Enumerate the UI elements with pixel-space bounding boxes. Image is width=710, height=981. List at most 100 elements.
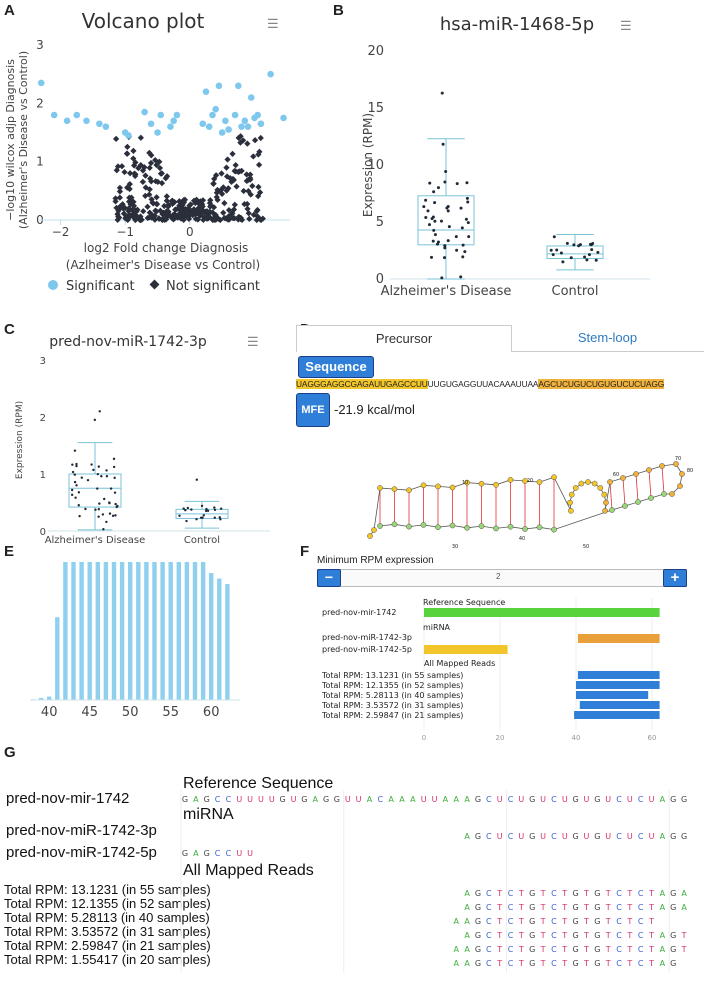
read-base: T <box>540 917 546 926</box>
mfe-button[interactable]: MFE <box>296 393 330 427</box>
not-significant-point <box>123 150 131 157</box>
box-point <box>202 514 205 517</box>
box-point <box>436 186 440 190</box>
read-base: C <box>638 945 644 954</box>
not-significant-point <box>116 188 124 195</box>
box-point <box>551 253 555 257</box>
legend-significant[interactable]: Significant <box>66 279 135 294</box>
f-row-3p: pred-nov-miR-1742-3p <box>322 633 412 642</box>
increase-button[interactable]: + <box>663 569 687 587</box>
ref-base: U <box>258 795 264 804</box>
nucleotide <box>677 483 683 489</box>
box-point <box>465 196 469 200</box>
mirna-3p-base: U <box>584 832 590 841</box>
nucleotide <box>578 480 585 487</box>
box-point <box>218 516 221 519</box>
length-bar <box>209 573 214 700</box>
sequence-button[interactable]: Sequence <box>298 356 374 378</box>
read-base: A <box>464 931 470 940</box>
read-base: C <box>551 959 557 968</box>
ref-base: U <box>518 795 524 804</box>
ref-base: G <box>594 795 600 804</box>
read-base: G <box>475 903 481 912</box>
mirna-3p-base: G <box>594 832 600 841</box>
not-significant-point <box>245 210 252 217</box>
box-point <box>443 180 447 184</box>
read-base: G <box>594 945 600 954</box>
length-bar <box>200 562 206 700</box>
not-significant-point <box>112 135 120 142</box>
read-base: A <box>660 889 666 898</box>
base-pair-bond <box>661 465 665 495</box>
length-bar <box>63 562 68 700</box>
mirna-5p-base: A <box>193 849 199 858</box>
box-point <box>113 476 116 480</box>
read-base: C <box>616 903 622 912</box>
box-point <box>455 248 459 252</box>
significant-point <box>235 82 242 90</box>
read-base: T <box>540 889 546 898</box>
not-significant-point <box>132 159 139 166</box>
seq-3p-highlight: AGCUCUGUCUGUGUCUCUAGG <box>538 379 665 389</box>
significant-point <box>83 117 90 125</box>
min-rpm-slider[interactable] <box>317 569 687 587</box>
chart-menu-icon[interactable]: ☰ <box>247 334 259 349</box>
read-base: A <box>454 917 460 926</box>
box-point <box>112 457 116 461</box>
read-base: C <box>486 945 492 954</box>
ref-base: A <box>399 795 405 804</box>
read-base: C <box>551 931 557 940</box>
decrease-button[interactable]: − <box>317 569 341 587</box>
not-significant-point <box>231 167 238 175</box>
nucleotide <box>464 525 470 531</box>
g-row-5p: pred-nov-miR-1742-5p <box>6 844 157 861</box>
box-point <box>200 504 204 508</box>
nucleotide <box>607 479 613 485</box>
box-point <box>105 475 109 478</box>
nucleotide <box>551 526 557 533</box>
box-point <box>565 241 569 245</box>
f-read-label: Total RPM: 3.53572 (in 31 samples) <box>321 701 463 710</box>
box-point <box>113 491 117 494</box>
box-ytick: 2 <box>40 413 46 424</box>
read-base: C <box>551 945 557 954</box>
legend-not-significant[interactable]: Not significant <box>166 279 260 294</box>
not-significant-point <box>207 197 214 204</box>
box-point <box>559 251 563 255</box>
read-base: T <box>648 931 654 940</box>
legend-significant-marker <box>48 280 58 290</box>
nucleotide <box>602 507 608 514</box>
box-point <box>422 205 426 209</box>
tab-precursor[interactable]: Precursor <box>296 325 512 352</box>
read-base: C <box>616 959 622 968</box>
box-ytick: 0 <box>376 272 384 287</box>
nucleotide <box>536 524 543 531</box>
box-point <box>206 509 210 512</box>
box-point <box>74 496 77 499</box>
ref-base: G <box>280 795 286 804</box>
not-significant-point <box>176 202 183 209</box>
read-base: C <box>508 889 514 898</box>
box-point <box>108 501 111 504</box>
not-significant-point <box>126 170 134 177</box>
significant-point <box>254 111 261 119</box>
read-base: T <box>626 889 632 898</box>
box-point <box>561 260 565 264</box>
tab-stem-loop[interactable]: Stem-loop <box>511 325 704 352</box>
chart-menu-icon[interactable]: ☰ <box>620 18 632 33</box>
chart-menu-icon[interactable]: ☰ <box>267 16 279 31</box>
read-bar <box>579 701 660 709</box>
box-point <box>102 528 105 531</box>
box-point <box>116 504 119 508</box>
box-point <box>219 518 222 521</box>
length-bar <box>136 562 141 700</box>
box-point <box>195 518 198 521</box>
not-significant-point <box>232 162 239 169</box>
mirna-3p-base: A <box>464 832 470 841</box>
read-base: C <box>638 889 644 898</box>
ref-base: G <box>475 795 481 804</box>
read-base: T <box>518 917 524 926</box>
box-point <box>213 516 216 519</box>
significant-point <box>247 94 255 101</box>
nucleotide <box>377 485 383 491</box>
